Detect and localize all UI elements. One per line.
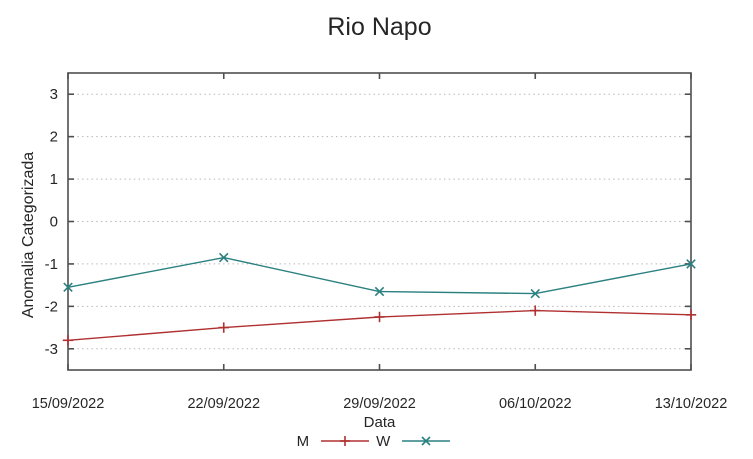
x-axis-label: Data [363, 414, 396, 431]
series-marker-W-0 [63, 282, 73, 293]
series-marker-W-2 [374, 286, 385, 297]
x-tick-label-0: 15/09/2022 [32, 396, 105, 412]
y-tick-label-1: 1 [50, 171, 58, 188]
legend-label-M: M [296, 432, 310, 450]
series-marker-W-3 [530, 288, 541, 299]
y-tick-label-0: 0 [50, 214, 58, 231]
cross-marker-icon [421, 436, 431, 446]
x-tick-label-2: 29/09/2022 [343, 396, 416, 412]
legend-item-W: W [376, 432, 451, 450]
legend-line-sample-W [402, 436, 451, 446]
x-tick-label-3: 06/10/2022 [499, 396, 572, 412]
series-line-W [67, 256, 692, 295]
legend-line-sample-M [321, 436, 370, 446]
legend-label-W: W [376, 432, 391, 450]
x-tick-label-1: 22/09/2022 [187, 396, 260, 412]
x-tick-label-4: 13/10/2022 [655, 396, 728, 412]
legend-item-M: M [297, 433, 370, 450]
y-axis-label: Anomalia Categorizada [20, 151, 37, 319]
y-tick-label--1: -1 [45, 256, 58, 273]
series-marker-W-1 [218, 252, 229, 263]
series-marker-W-4 [686, 259, 696, 269]
y-tick-label-2: 2 [50, 129, 58, 146]
y-tick-label-3: 3 [50, 86, 58, 103]
chart-title: Rio Napo [327, 13, 432, 41]
y-tick-label--2: -2 [45, 298, 58, 315]
y-tick-label--3: -3 [45, 341, 58, 358]
